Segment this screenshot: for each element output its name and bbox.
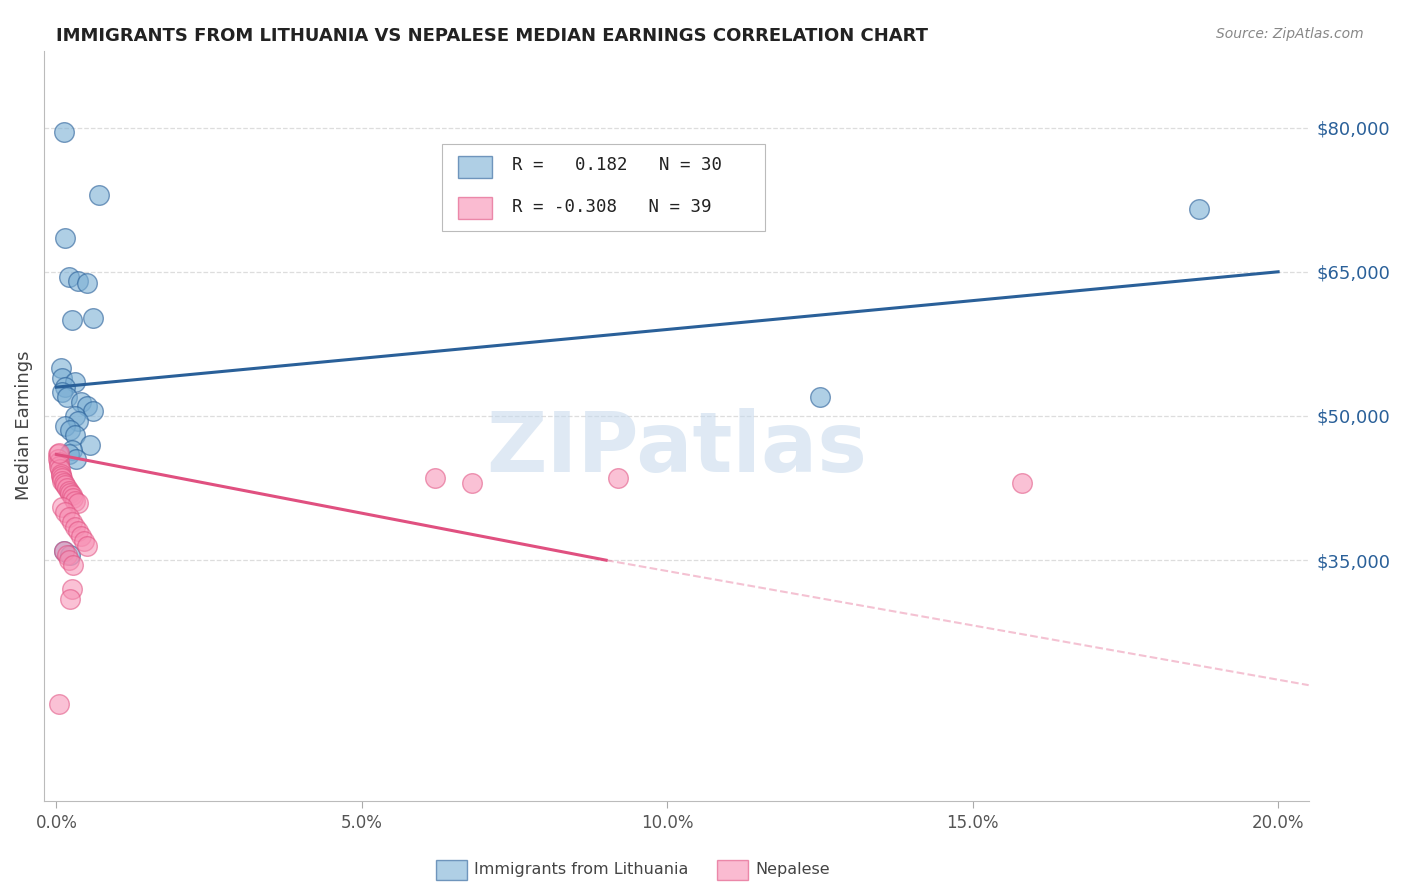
Point (48, 458, 70, 473)
FancyBboxPatch shape (443, 145, 765, 231)
Point (82, 310, 104, 325)
Point (69, 529, 91, 543)
Text: R = -0.308   N = 39: R = -0.308 N = 39 (512, 198, 711, 216)
Point (51, 500, 73, 515)
Point (63, 376, 86, 390)
Text: Nepalese: Nepalese (755, 863, 830, 877)
Point (55, 505, 77, 519)
FancyBboxPatch shape (457, 156, 492, 178)
Point (48, 445, 70, 459)
Point (60, 515, 83, 529)
Point (56, 549, 79, 563)
Point (59, 549, 82, 563)
Point (59, 486, 82, 500)
Point (51, 471, 73, 485)
Point (62, 558, 84, 572)
Point (60, 582, 83, 596)
Point (66, 524, 89, 539)
Point (49, 462, 72, 476)
Point (66, 495, 89, 509)
Point (73, 533, 96, 548)
Point (56, 481, 79, 495)
Point (63, 409, 86, 423)
Point (76, 277, 98, 291)
Text: Immigrants from Lithuania: Immigrants from Lithuania (474, 863, 688, 877)
Point (607, 471, 630, 485)
Point (1011, 476, 1033, 491)
Point (63, 493, 86, 508)
Text: R =   0.182   N = 30: R = 0.182 N = 30 (512, 156, 723, 175)
Point (52, 543, 75, 558)
Point (65, 452, 87, 467)
Point (461, 476, 484, 491)
Point (46, 447, 69, 461)
Point (55, 478, 77, 492)
Point (59, 424, 82, 438)
Point (60, 488, 83, 502)
Point (55, 231, 77, 245)
Point (60, 442, 83, 457)
Point (76, 400, 98, 414)
Text: Source: ZipAtlas.com: Source: ZipAtlas.com (1216, 27, 1364, 41)
Point (51, 370, 73, 384)
Point (52, 476, 75, 491)
Text: ZIPatlas: ZIPatlas (486, 408, 868, 489)
Point (66, 274, 89, 288)
Point (46, 452, 69, 467)
Point (1188, 202, 1211, 217)
Point (808, 390, 831, 404)
Point (79, 438, 101, 452)
Point (58, 510, 80, 524)
Point (51, 475, 73, 489)
Point (48, 698, 70, 712)
Point (49, 467, 72, 481)
Point (58, 483, 80, 498)
Point (423, 471, 446, 485)
Y-axis label: Median Earnings: Median Earnings (15, 351, 32, 500)
Point (51, 384, 73, 399)
Point (63, 428, 86, 442)
Point (52, 125, 75, 139)
Point (56, 390, 79, 404)
Point (76, 539, 98, 553)
Point (82, 404, 104, 418)
Point (69, 394, 91, 409)
Point (51, 468, 73, 483)
Point (62, 491, 84, 505)
Point (58, 553, 80, 567)
Point (55, 418, 77, 433)
Point (66, 414, 89, 428)
Point (48, 455, 70, 469)
Point (58, 269, 80, 284)
Point (59, 591, 82, 606)
FancyBboxPatch shape (457, 197, 492, 219)
Point (51, 360, 73, 375)
Point (87, 187, 110, 202)
Point (63, 519, 86, 533)
Point (55, 380, 77, 394)
Point (58, 447, 80, 461)
Point (52, 543, 75, 558)
Text: IMMIGRANTS FROM LITHUANIA VS NEPALESE MEDIAN EARNINGS CORRELATION CHART: IMMIGRANTS FROM LITHUANIA VS NEPALESE ME… (56, 27, 928, 45)
Point (60, 313, 83, 327)
